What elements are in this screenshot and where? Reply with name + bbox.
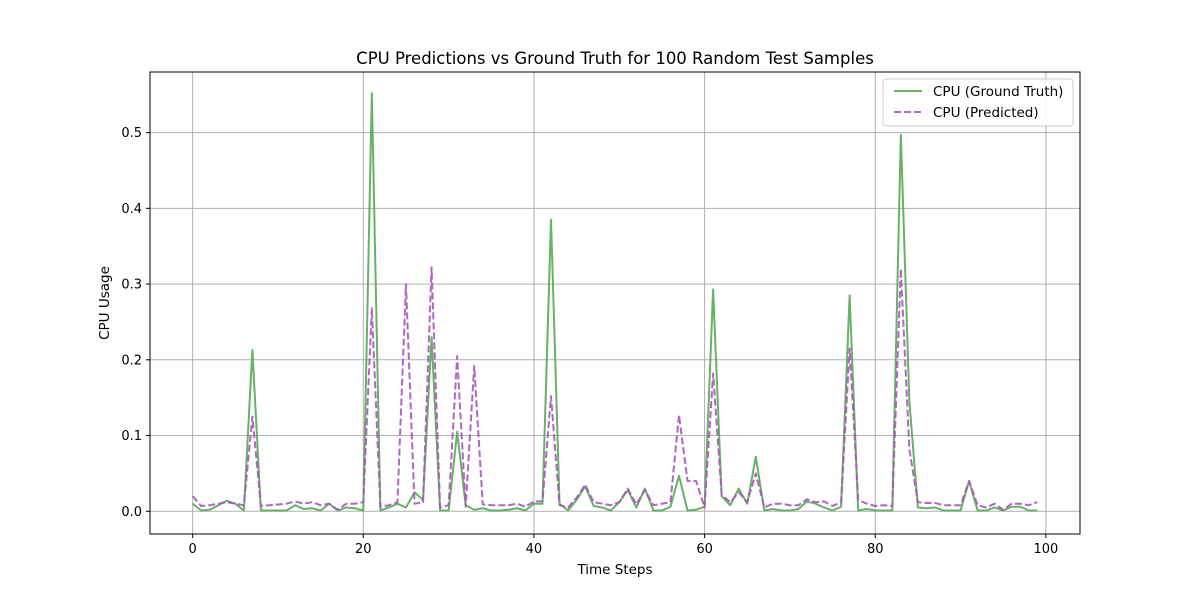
- x-tick-label: 0: [189, 542, 197, 557]
- legend-box: [882, 78, 1074, 127]
- chart-title: CPU Predictions vs Ground Truth for 100 …: [356, 49, 874, 68]
- x-axis-label: Time Steps: [576, 562, 652, 578]
- x-tick-label: 80: [867, 542, 884, 557]
- x-tick-label: 20: [355, 542, 372, 557]
- x-tick-label: 40: [526, 542, 543, 557]
- y-tick-label: 0.0: [121, 505, 142, 520]
- y-tick-label: 0.2: [121, 353, 142, 368]
- y-tick-label: 0.3: [121, 278, 142, 293]
- y-tick-label: 0.1: [121, 429, 142, 444]
- series-line-predicted: [191, 266, 1038, 511]
- x-axis-ticks: 0 20 40 60 80 100: [189, 534, 1058, 557]
- plot-frame: [149, 71, 1081, 535]
- legend-label-ground-truth: CPU (Ground Truth): [933, 84, 1063, 100]
- grid: [150, 72, 1080, 534]
- y-axis-label: CPU Usage: [97, 266, 113, 340]
- y-tick-label: 0.5: [121, 126, 142, 141]
- legend-label-predicted: CPU (Predicted): [933, 105, 1039, 121]
- y-tick-label: 0.4: [121, 202, 142, 217]
- y-axis-ticks: 0.0 0.1 0.2 0.3 0.4 0.5: [121, 126, 150, 520]
- x-tick-label: 100: [1033, 542, 1058, 557]
- x-tick-label: 60: [696, 542, 713, 557]
- series-layer: [191, 92, 1038, 512]
- legend: CPU (Ground Truth) CPU (Predicted): [882, 78, 1074, 127]
